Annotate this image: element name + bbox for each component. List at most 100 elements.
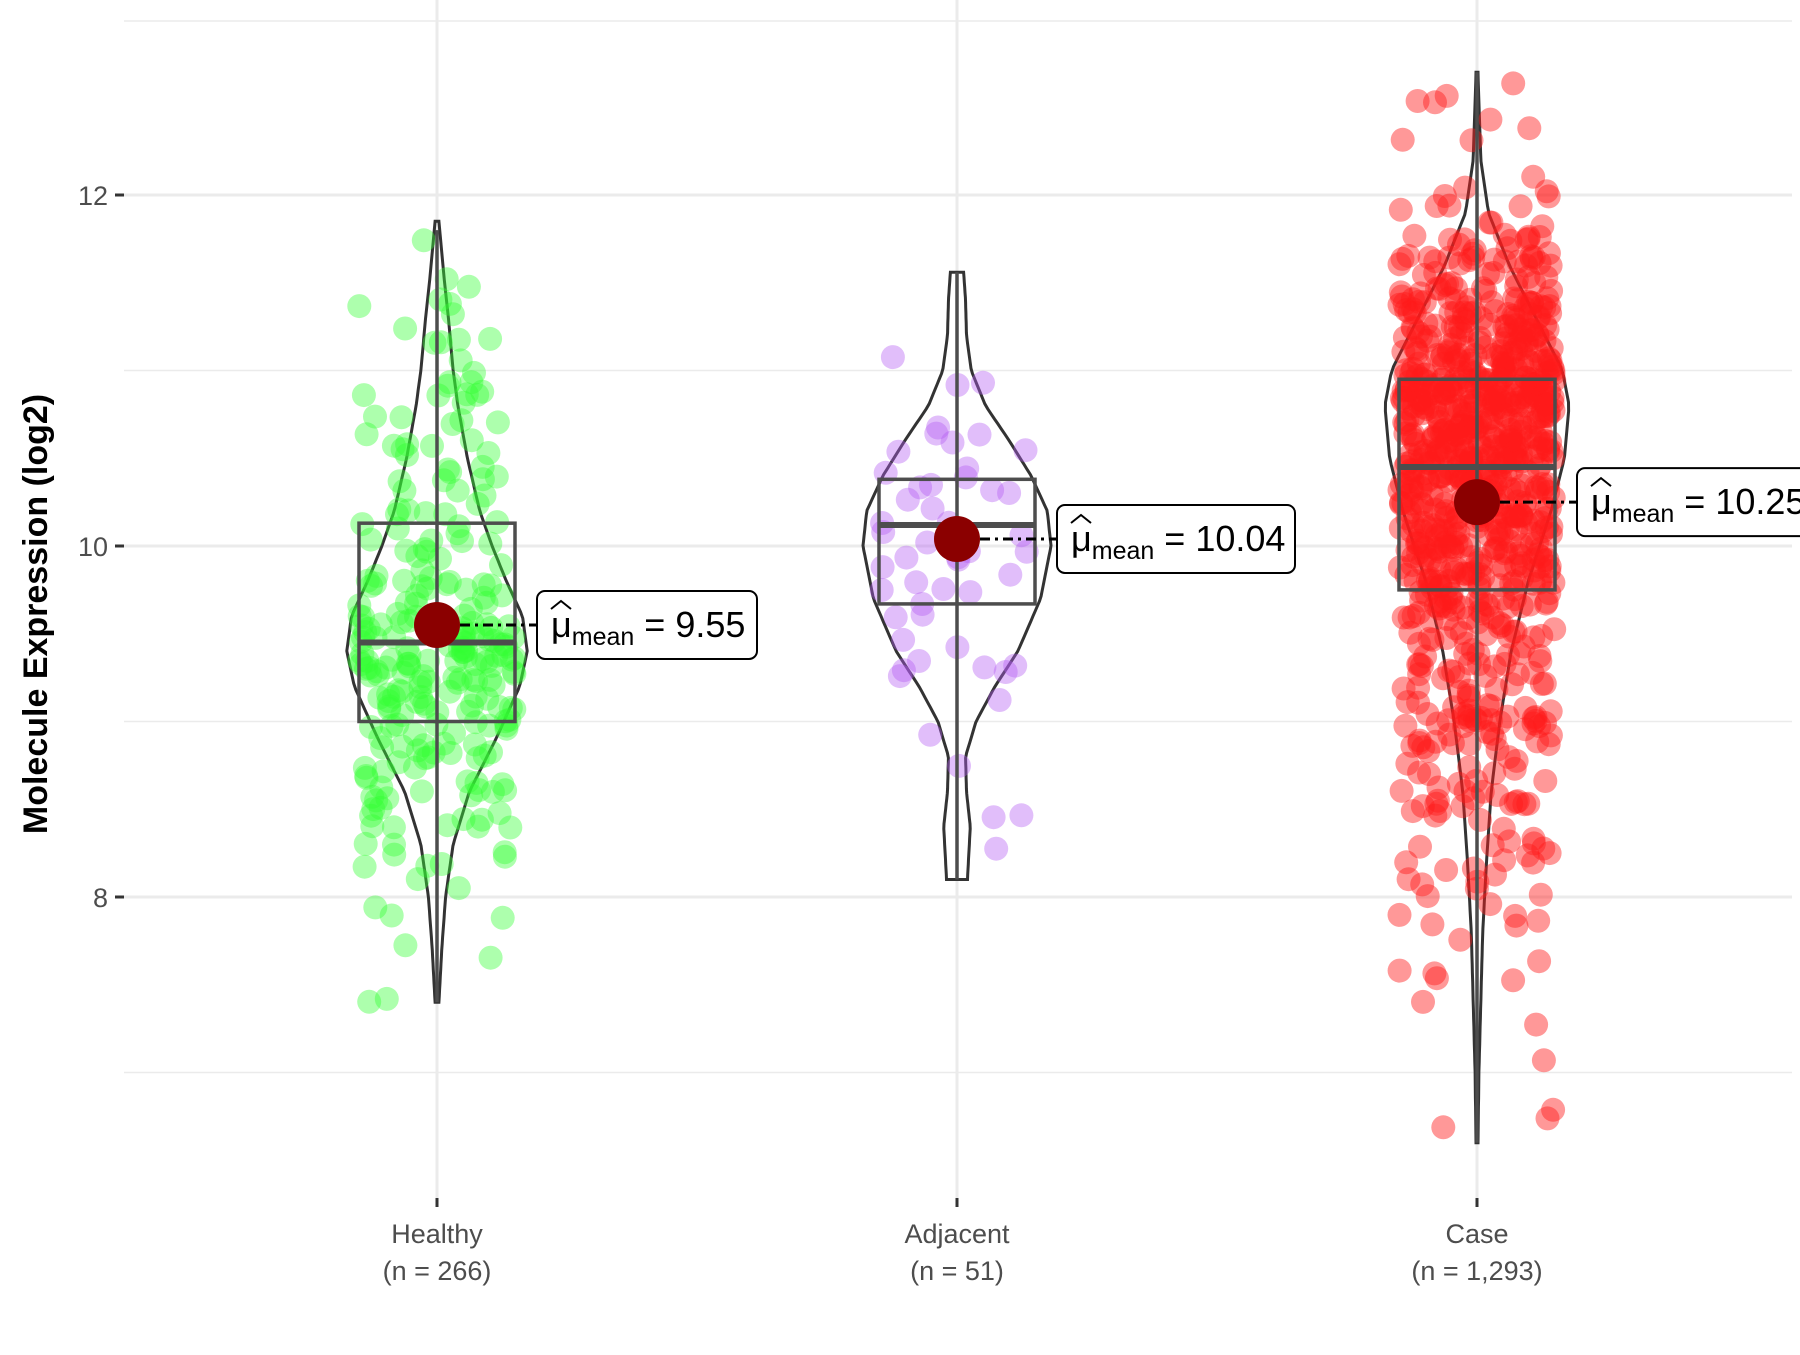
- data-point-case: [1508, 442, 1533, 467]
- data-point-case: [1441, 597, 1466, 622]
- data-point-case: [1394, 850, 1419, 875]
- data-point-case: [1469, 553, 1494, 578]
- data-point-case: [1502, 390, 1527, 415]
- data-point-healthy: [385, 601, 410, 626]
- data-point-case: [1427, 525, 1452, 549]
- data-point-case: [1522, 410, 1547, 435]
- data-point-case: [1484, 536, 1509, 561]
- data-point-healthy: [364, 563, 389, 588]
- data-point-healthy: [358, 527, 383, 552]
- data-point-case: [1435, 607, 1460, 632]
- data-point-case: [1506, 541, 1530, 566]
- data-point-adjacent: [971, 370, 995, 395]
- data-point-case: [1520, 521, 1545, 546]
- y-axis-title: Molecule Expression (log2): [17, 394, 55, 834]
- data-point-case: [1467, 430, 1492, 455]
- data-point-healthy: [368, 612, 393, 637]
- data-point-healthy: [389, 610, 414, 635]
- data-point-healthy: [420, 433, 444, 458]
- data-point-case: [1504, 748, 1529, 773]
- data-point-healthy: [404, 689, 429, 714]
- data-point-case: [1473, 663, 1498, 688]
- data-point-healthy: [397, 654, 422, 679]
- data-point-case: [1504, 553, 1529, 578]
- data-point-case: [1410, 492, 1435, 517]
- data-point-healthy: [434, 267, 459, 292]
- data-point-adjacent: [940, 430, 965, 455]
- data-point-case: [1405, 89, 1430, 113]
- data-point-healthy: [390, 734, 415, 759]
- data-point-case: [1412, 443, 1437, 468]
- data-point-adjacent: [1014, 539, 1039, 564]
- data-point-case: [1414, 311, 1439, 336]
- data-point-case: [1501, 504, 1526, 529]
- data-point-case: [1395, 751, 1420, 776]
- data-point-case: [1415, 328, 1440, 353]
- data-point-case: [1434, 429, 1459, 454]
- data-point-case: [1407, 387, 1432, 412]
- data-point-case: [1387, 252, 1412, 277]
- data-point-adjacent: [967, 422, 992, 447]
- data-point-healthy: [475, 686, 500, 711]
- data-point-case: [1518, 424, 1543, 449]
- data-point-adjacent: [883, 605, 908, 630]
- data-point-case: [1540, 385, 1565, 410]
- data-point-healthy: [437, 570, 462, 594]
- data-point-case: [1532, 431, 1557, 456]
- data-point-healthy: [469, 807, 494, 832]
- data-point-adjacent: [980, 478, 1005, 503]
- data-point-case: [1492, 249, 1517, 274]
- data-point-case: [1406, 351, 1431, 376]
- data-point-case: [1498, 417, 1523, 442]
- data-point-healthy: [472, 743, 497, 768]
- data-point-case: [1450, 794, 1475, 819]
- x-tick-label-healthy: Healthy: [391, 1219, 483, 1249]
- data-point-case: [1415, 568, 1440, 593]
- data-point-case: [1426, 569, 1451, 594]
- data-point-case: [1507, 641, 1532, 666]
- data-point-case: [1535, 317, 1560, 342]
- data-point-case: [1536, 184, 1561, 209]
- data-point-healthy: [374, 986, 399, 1011]
- data-point-case: [1477, 210, 1502, 235]
- data-point-case: [1515, 843, 1540, 868]
- data-point-case: [1418, 568, 1443, 593]
- x-tick-label-adjacent: Adjacent: [904, 1219, 1010, 1249]
- data-point-case: [1519, 246, 1544, 271]
- data-point-case: [1538, 723, 1563, 748]
- data-point-healthy: [428, 330, 453, 355]
- data-point-case: [1504, 336, 1529, 361]
- data-point-case: [1527, 304, 1552, 329]
- data-point-case: [1454, 438, 1479, 463]
- data-point-case: [1401, 513, 1426, 537]
- data-point-case: [1496, 643, 1520, 668]
- data-point-adjacent: [908, 475, 933, 500]
- data-point-case: [1453, 335, 1478, 360]
- data-point-case: [1538, 253, 1563, 278]
- data-point-healthy: [446, 876, 471, 901]
- data-point-healthy: [476, 441, 501, 465]
- data-point-healthy: [396, 651, 421, 676]
- data-point-case: [1483, 299, 1508, 324]
- data-point-case: [1519, 244, 1544, 269]
- data-point-case: [1526, 475, 1551, 500]
- data-point-case: [1438, 332, 1463, 357]
- data-point-case: [1443, 326, 1467, 351]
- data-point-case: [1419, 609, 1444, 634]
- data-point-case: [1492, 351, 1517, 376]
- data-point-case: [1387, 292, 1412, 317]
- data-point-case: [1448, 315, 1473, 340]
- data-point-case: [1499, 791, 1524, 816]
- data-point-healthy: [438, 741, 463, 765]
- data-point-case: [1409, 498, 1434, 523]
- data-point-case: [1508, 543, 1533, 568]
- data-point-case: [1425, 711, 1450, 736]
- data-point-case: [1416, 739, 1441, 764]
- data-point-case: [1422, 497, 1447, 522]
- data-point-adjacent: [880, 345, 905, 370]
- data-point-case: [1519, 532, 1544, 556]
- data-point-case: [1427, 276, 1452, 301]
- data-point-case: [1492, 384, 1517, 409]
- data-point-case: [1482, 761, 1507, 786]
- data-point-case: [1452, 402, 1477, 427]
